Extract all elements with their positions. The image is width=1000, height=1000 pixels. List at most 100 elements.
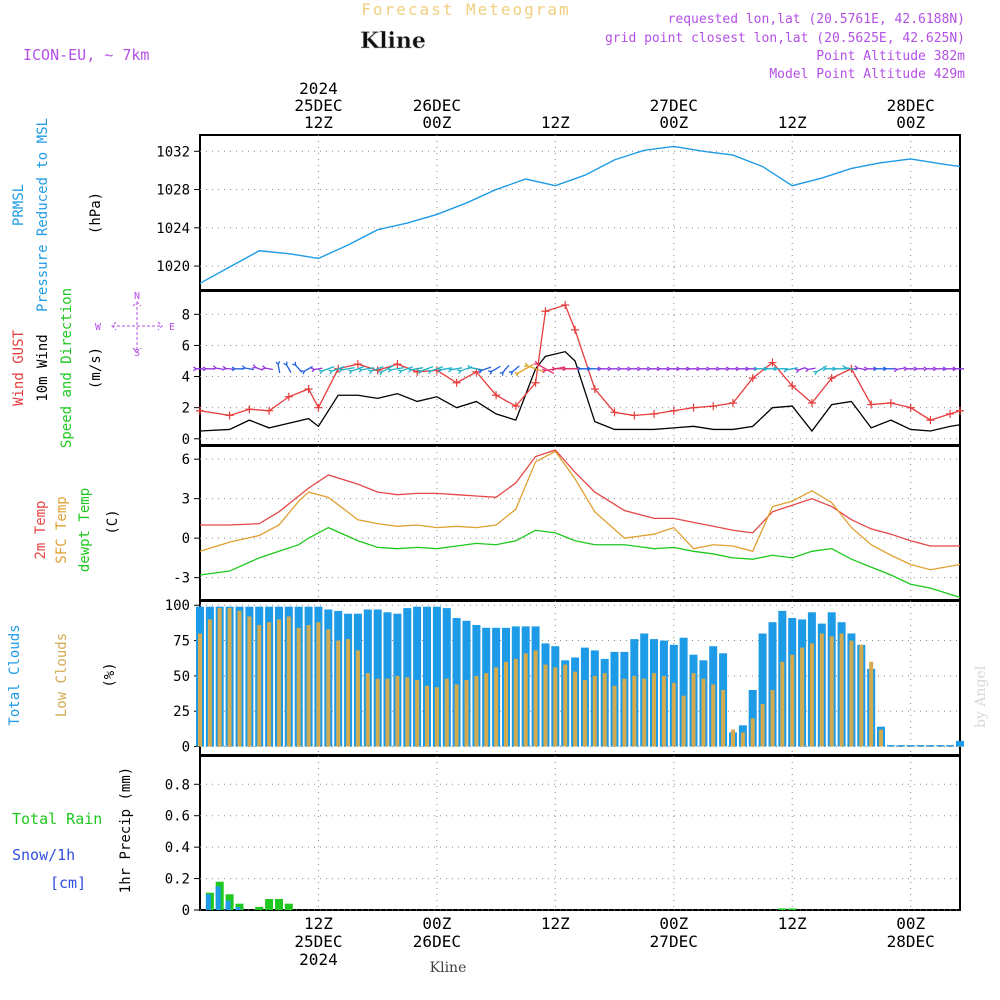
pressure-line [199, 145, 961, 284]
y-tick-label: 0.8 [165, 777, 190, 793]
gust-marker [511, 402, 520, 411]
wind-arrow [952, 366, 965, 372]
wind-arrow [328, 365, 345, 375]
wind-unit: (m/s) [88, 347, 104, 389]
low-cloud-bar [227, 608, 232, 747]
total-cloud-bar [906, 745, 915, 747]
wind-arrow [795, 366, 806, 374]
wind-arrow [488, 365, 501, 375]
low-cloud-bar [622, 678, 627, 747]
total-cloud-bar [926, 745, 935, 747]
wind-arrow [656, 366, 668, 372]
low-cloud-bar [681, 695, 686, 747]
wind-arrow [358, 367, 375, 373]
low-cloud-bar [770, 690, 775, 747]
rain-bar [284, 903, 293, 910]
y-tick-label: 0 [182, 432, 190, 448]
compass-e: E [169, 322, 175, 333]
low-cloud-bar [750, 718, 755, 747]
gust-marker [788, 381, 797, 390]
wind-arrow [932, 366, 945, 372]
wind-arrow [745, 366, 757, 372]
gust-marker [886, 399, 895, 407]
panel-1: 0 2 4 6 8 [182, 290, 961, 448]
time-label-bottom: 00Z [422, 914, 451, 933]
low-cloud-bar [533, 650, 538, 747]
low-cloud-bar [563, 664, 568, 747]
total-cloud-bar [442, 608, 451, 747]
low-cloud-bar [415, 680, 420, 747]
precip-axis-label: 1hr Precip (mm) [118, 767, 134, 893]
low-cloud-bar [395, 675, 400, 747]
wind-arrow [716, 366, 727, 372]
wind-arrow [348, 365, 365, 375]
wind-arrow [853, 365, 866, 371]
wind-arrow [646, 366, 658, 372]
gust-marker [304, 385, 313, 393]
dewpt-label: dewpt Temp [77, 488, 93, 572]
wind-arrow [863, 366, 875, 372]
sfc-temp-label: SFC Temp [54, 496, 70, 563]
wind-arrow [676, 366, 688, 372]
low-cloud-bar [474, 675, 479, 747]
low-cloud-bar [819, 633, 824, 747]
gust-marker [452, 378, 461, 387]
gust-marker [245, 405, 254, 414]
wind-arrow [523, 362, 544, 373]
snow-bar [235, 906, 241, 910]
sfc-temp-line [199, 450, 961, 571]
low-cloud-bar [780, 661, 785, 747]
snow-unit: [cm] [50, 874, 86, 892]
wind-arrow [318, 365, 335, 375]
time-label-top: 00Z [422, 113, 451, 132]
gust-marker [926, 416, 935, 425]
panel-frame [199, 600, 961, 756]
wind-arrow [773, 366, 788, 372]
total-cloud-bar [423, 606, 431, 747]
low-cloud-bar [237, 610, 242, 747]
wind-arrow [607, 366, 619, 372]
wind-arrow [923, 366, 934, 372]
total-cloud-bar [768, 622, 777, 747]
gust-marker [768, 358, 777, 367]
time-label-top: 12Z [778, 113, 807, 132]
low-cloud-bar [760, 704, 765, 747]
total-cloud-bar [886, 745, 895, 747]
time-label-bottom: 27DEC [650, 932, 698, 951]
wind-arrow [222, 365, 234, 371]
y-tick-label: 0.4 [165, 840, 190, 856]
low-cloud-bar [869, 661, 874, 747]
total-cloud-bar [936, 745, 945, 747]
gust-marker [906, 403, 915, 412]
rain-bar [275, 899, 283, 910]
wind-arrow [437, 367, 453, 373]
gust-marker [867, 400, 876, 409]
gust-marker [353, 360, 362, 369]
snow-bar [215, 886, 221, 910]
grid-point-coords: grid point closest lon,lat (20.5625E, 42… [605, 31, 965, 46]
total-cloud-bar [758, 633, 767, 747]
rain-bar [788, 908, 797, 910]
panel-2: -3 0 3 6 [173, 445, 961, 601]
low-cloud-bar [701, 678, 706, 747]
gust-marker [946, 409, 955, 418]
wind-arrow [627, 366, 638, 372]
total-cloud-bar [896, 745, 905, 747]
model-label: ICON-EU, ~ 7km [23, 46, 149, 64]
clouds-unit: (%) [102, 662, 118, 687]
low-cloud-bar [513, 658, 518, 747]
temp-unit: (C) [105, 509, 121, 534]
wind-arrow [398, 366, 414, 375]
time-label-top: 00Z [896, 113, 925, 132]
wind-arrow [832, 366, 848, 372]
time-label-bottom: 00Z [659, 914, 688, 933]
total-cloud-bar [413, 606, 422, 747]
wind-arrow [368, 365, 384, 375]
time-label-top: 28DEC [887, 96, 935, 115]
low-cloud-bar [948, 746, 953, 747]
wind-arrow [686, 366, 698, 372]
wind-arrow [283, 361, 292, 373]
low-cloud-bar [790, 654, 795, 747]
